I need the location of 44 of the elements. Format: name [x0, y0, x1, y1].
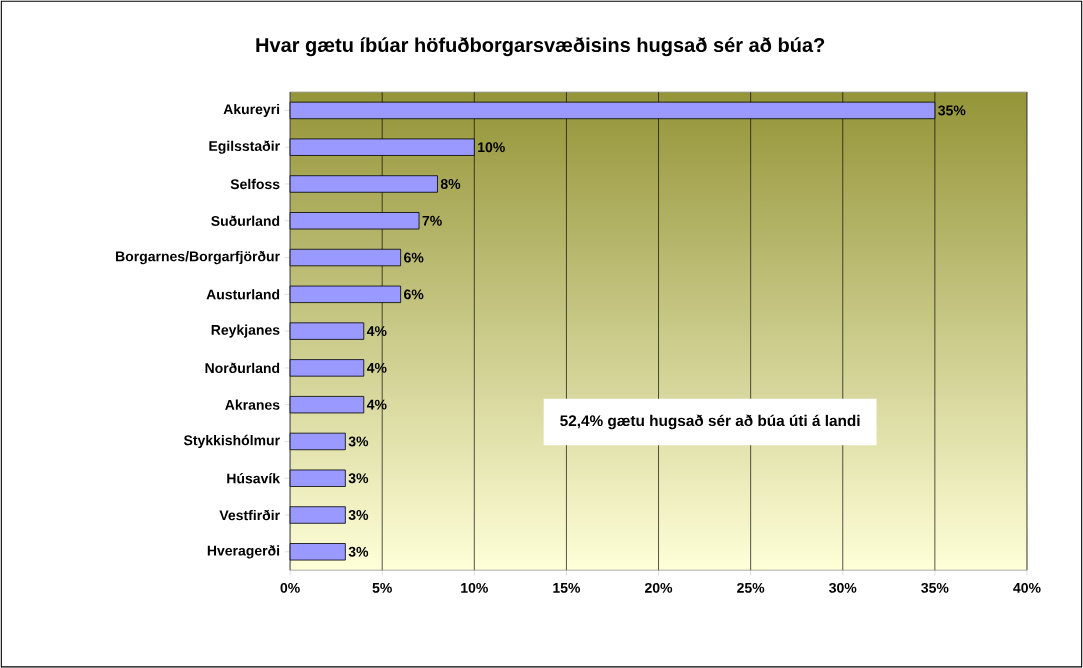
- data-label: 7%: [422, 215, 442, 226]
- bar: [289, 432, 346, 451]
- y-tick-label: Austurland: [206, 289, 280, 300]
- y-tick-label: Reykjanes: [211, 324, 280, 338]
- y-tick-label: Stykkishólmur: [183, 434, 280, 448]
- y-tick-label: Vestfirðir: [219, 509, 280, 521]
- data-label: 4%: [366, 326, 387, 336]
- bar: [289, 322, 365, 340]
- bar: [289, 506, 346, 524]
- x-tick-label: 5%: [372, 582, 392, 593]
- data-label: 6%: [404, 289, 424, 300]
- y-tick-label: Húsavík: [227, 472, 281, 484]
- annotation: 52,4% gætu hugsað sér að búa úti á landi: [560, 414, 860, 430]
- data-label: 3%: [348, 473, 369, 484]
- x-tick-label: 30%: [829, 582, 857, 593]
- x-tick-label: 25%: [737, 582, 765, 593]
- x-tick-label: 15%: [553, 582, 581, 593]
- x-tick-label: 0%: [280, 582, 300, 593]
- y-tick-label: Hveragerði: [207, 545, 280, 559]
- bar: [289, 359, 365, 377]
- data-label: 3%: [348, 509, 369, 520]
- y-tick-label: Akranes: [225, 399, 280, 410]
- data-label: 3%: [348, 546, 369, 557]
- chart-title: Hvar gætu íbúar höfuðborgarsvæðisins hugsað sér að búa?: [256, 37, 825, 57]
- x-tick-label: 35%: [921, 582, 949, 593]
- x-tick-label: 40%: [1013, 582, 1041, 593]
- y-tick-label: Norðurland: [205, 362, 280, 374]
- data-label: 3%: [348, 436, 369, 447]
- data-label: 4%: [366, 362, 387, 373]
- bar: [289, 469, 346, 487]
- y-tick-label: Suðurland: [211, 215, 280, 226]
- y-tick-label: Egilsstaðir: [209, 140, 280, 154]
- data-label: 8%: [440, 178, 461, 189]
- data-label: 10%: [478, 142, 505, 153]
- y-tick-label: Selfoss: [230, 178, 280, 190]
- y-tick-label: Akureyri: [223, 103, 280, 117]
- bar: [289, 395, 365, 414]
- y-tick-label: Borgarnes/Borgarfjörður: [116, 250, 280, 265]
- x-tick-label: 20%: [645, 582, 673, 593]
- data-label: 35%: [938, 105, 966, 116]
- bar: [289, 543, 346, 561]
- x-tick-label: 10%: [461, 582, 488, 593]
- data-label: 6%: [404, 252, 424, 263]
- data-label: 4%: [366, 399, 387, 410]
